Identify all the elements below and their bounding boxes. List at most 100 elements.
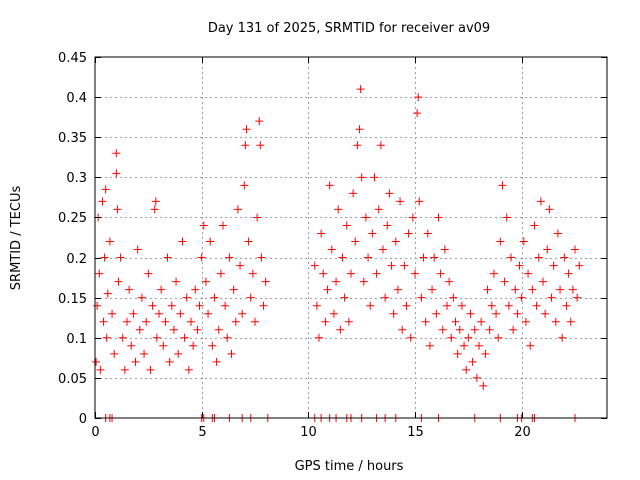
data-point: [101, 185, 110, 194]
data-point: [432, 309, 441, 318]
data-point: [549, 261, 558, 270]
data-point: [155, 309, 163, 318]
data-point: [140, 349, 149, 358]
data-point: [387, 261, 396, 270]
data-point: [180, 333, 189, 342]
data-point: [566, 317, 575, 326]
data-point: [216, 269, 225, 278]
data-point: [246, 293, 255, 302]
data-point: [509, 325, 518, 334]
data-point: [256, 141, 265, 150]
data-point: [210, 293, 219, 302]
data-point: [329, 309, 338, 318]
data-point: [184, 365, 193, 374]
chart-title: Day 131 of 2025, SRMTID for receiver av0…: [208, 21, 490, 36]
data-point: [114, 277, 123, 286]
data-point: [364, 253, 373, 262]
data-point: [338, 253, 347, 262]
data-point: [562, 301, 571, 310]
data-point: [244, 237, 253, 246]
data-point: [519, 237, 528, 246]
data-point: [398, 325, 407, 334]
data-point: [472, 373, 481, 382]
data-point: [359, 277, 368, 286]
data-point: [400, 261, 409, 270]
data-point: [182, 293, 191, 302]
data-point: [113, 205, 122, 214]
data-point: [361, 213, 370, 222]
data-point: [372, 269, 381, 278]
data-point: [524, 269, 533, 278]
data-point: [526, 341, 535, 350]
data-point: [150, 205, 159, 214]
data-point: [99, 317, 108, 326]
y-tick-label: 0.45: [58, 51, 87, 66]
data-point: [92, 357, 101, 366]
data-point: [214, 325, 223, 334]
data-point: [532, 301, 541, 310]
data-point: [321, 317, 330, 326]
data-point: [539, 277, 547, 286]
data-point: [515, 261, 524, 270]
data-point: [131, 357, 140, 366]
data-point: [340, 293, 349, 302]
data-point: [93, 301, 102, 310]
data-point: [438, 325, 447, 334]
data-point: [319, 269, 328, 278]
data-point: [487, 301, 496, 310]
data-point: [462, 365, 471, 374]
data-point: [204, 309, 213, 318]
y-tick-label: 0.15: [58, 292, 87, 307]
data-point: [206, 237, 215, 246]
data-point: [391, 237, 400, 246]
data-point: [123, 317, 131, 326]
data-point: [242, 125, 251, 134]
data-point: [481, 349, 490, 358]
data-point: [408, 213, 417, 222]
y-tick-label: 0.35: [58, 131, 87, 146]
data-point: [248, 269, 257, 278]
data-point: [383, 221, 392, 230]
data-point: [475, 341, 483, 350]
data-point: [191, 285, 200, 294]
data-point: [334, 205, 343, 214]
data-point: [389, 309, 398, 318]
data-point: [374, 205, 383, 214]
data-point: [347, 269, 355, 278]
data-point: [430, 253, 439, 262]
y-tick-label: 0.4: [66, 91, 87, 106]
data-point: [231, 317, 240, 326]
data-point: [161, 317, 170, 326]
data-point: [428, 285, 437, 294]
data-point: [159, 341, 168, 350]
data-point: [105, 237, 114, 246]
x-tick-label: 10: [300, 425, 317, 440]
data-point: [137, 293, 146, 302]
data-point: [176, 309, 185, 318]
data-point: [197, 253, 206, 262]
data-point: [157, 285, 166, 294]
data-point: [494, 333, 503, 342]
data-point: [440, 245, 449, 254]
data-point: [102, 333, 111, 342]
data-point: [385, 189, 394, 198]
y-tick-label: 0.2: [66, 252, 87, 267]
data-point: [507, 253, 515, 262]
data-point: [310, 261, 319, 270]
data-point: [445, 277, 454, 286]
data-point: [413, 109, 422, 118]
data-point: [455, 325, 464, 334]
data-point: [425, 341, 434, 350]
x-tick-label: 15: [407, 425, 424, 440]
data-point: [453, 349, 462, 358]
data-point: [366, 301, 375, 310]
data-point: [556, 285, 565, 294]
data-point: [468, 357, 477, 366]
data-point: [451, 317, 460, 326]
data-point: [344, 317, 353, 326]
data-point: [103, 289, 112, 298]
data-point: [381, 293, 390, 302]
data-point: [534, 253, 543, 262]
data-point: [163, 253, 172, 262]
data-point: [460, 341, 469, 350]
